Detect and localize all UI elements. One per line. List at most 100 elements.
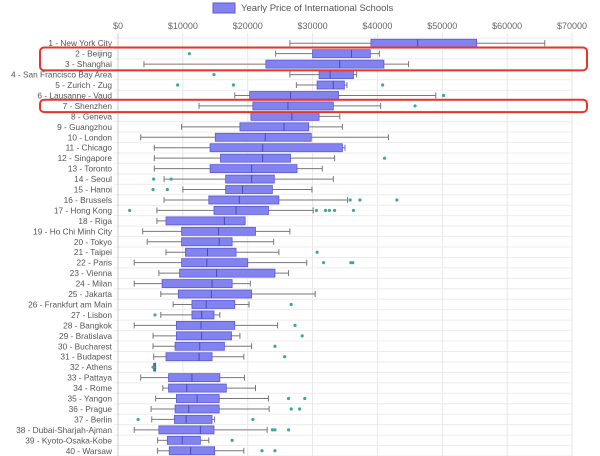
x-tick-label: $40000 — [362, 21, 392, 31]
outlier-point — [351, 261, 355, 265]
outlier-point — [128, 208, 132, 213]
box-32-athens — [151, 362, 157, 372]
outlier-point — [298, 407, 302, 411]
iqr-box — [225, 174, 275, 184]
outlier-point — [283, 355, 287, 359]
box-11-chicago — [153, 143, 346, 153]
outlier-point — [303, 396, 307, 401]
category-label-32-athens: 32 - Athens — [70, 362, 112, 372]
category-label-3-shanghai: 3 - Shanghai — [65, 59, 112, 69]
iqr-box — [181, 258, 249, 268]
category-label-25-jakarta: 25 - Jakarta — [68, 289, 112, 299]
box-40-warsaw — [157, 446, 277, 456]
outlier-point — [152, 177, 156, 181]
box-10-london — [140, 132, 389, 142]
iqr-box — [191, 300, 236, 309]
category-label-34-rome: 34 - Rome — [73, 383, 112, 393]
iqr-box — [213, 206, 269, 215]
box-19-ho-chi-minh-city — [142, 226, 291, 236]
box-6-lausanne-vaud — [234, 91, 446, 100]
box-series — [128, 38, 546, 456]
box-26-frankfurt-am-main — [172, 300, 293, 309]
category-label-29-bratislava: 29 - Bratislava — [59, 331, 112, 341]
outlier-point — [273, 449, 277, 453]
x-axis-ticks: $0 $10000 $20000 $30000 $40000 $50000 $60000 $7… — [113, 21, 587, 31]
iqr-box — [174, 415, 213, 424]
x-tick-label: $60000 — [492, 21, 522, 31]
iqr-box — [181, 237, 233, 247]
category-label-4-san-francisco-bay-area: 4 - San Francisco Bay Area — [11, 70, 112, 80]
iqr-box — [168, 446, 216, 456]
x-tick-label: $30000 — [298, 21, 328, 31]
legend[interactable]: Yearly Price of International Schools — [212, 2, 394, 14]
box-35-yangon — [155, 394, 307, 403]
box-3-shanghai — [143, 59, 410, 69]
category-label-28-bangkok: 28 - Bangkok — [63, 320, 113, 330]
iqr-box — [318, 70, 354, 79]
category-label-23-vienna: 23 - Vienna — [70, 268, 113, 278]
box-33-pattaya — [140, 373, 245, 383]
iqr-box — [225, 185, 273, 194]
outlier-point — [230, 438, 234, 442]
iqr-box — [168, 383, 227, 393]
iqr-box — [165, 352, 213, 362]
outlier-point — [212, 72, 216, 77]
outlier-point — [286, 396, 291, 401]
outlier-point — [273, 344, 277, 348]
category-label-12-singapore: 12 - Singapore — [58, 153, 113, 163]
iqr-box — [158, 425, 215, 435]
iqr-box — [316, 80, 345, 90]
category-label-7-shenzhen: 7 - Shenzhen — [63, 101, 113, 111]
x-tick-label: $0 — [113, 21, 123, 31]
iqr-box — [208, 195, 280, 205]
outlier-point — [382, 156, 387, 160]
outlier-point — [321, 261, 326, 265]
x-tick-label: $50000 — [427, 21, 457, 31]
iqr-box — [214, 132, 312, 142]
box-25-jakarta — [160, 289, 316, 299]
category-label-24-milan: 24 - Milan — [76, 279, 113, 289]
box-17-hong-kong — [128, 206, 356, 215]
outlier-point — [136, 417, 140, 422]
category-label-5-zurich-zug: 5 - Zurich - Zug — [55, 80, 112, 90]
category-label-16-brussels: 16 - Brussels — [64, 195, 112, 205]
box-23-vienna — [158, 268, 290, 278]
highlight-markers — [39, 46, 588, 114]
outlier-point — [286, 428, 291, 432]
category-label-38-dubai-sharjah-ajman: 38 - Dubai-Sharjah-Ajman — [16, 425, 112, 435]
outlier-point — [441, 93, 446, 98]
category-label-21-taipei: 21 - Taipei — [74, 247, 112, 257]
category-label-37-berlin: 37 - Berlin — [74, 414, 112, 424]
iqr-box — [175, 331, 232, 341]
outlier-point — [176, 83, 180, 87]
box-18-riga — [156, 216, 246, 226]
outlier-point — [273, 428, 277, 432]
highlight-box-7-shenzhen — [39, 98, 588, 114]
category-label-17-hong-kong: 17 - Hong Kong — [54, 205, 113, 215]
iqr-box — [166, 435, 201, 445]
iqr-box — [220, 153, 291, 163]
outlier-point — [165, 187, 169, 192]
iqr-box — [250, 111, 320, 121]
box-8-geneva — [250, 111, 341, 121]
outlier-point — [270, 428, 274, 432]
outlier-point — [351, 208, 356, 213]
category-label-13-toronto: 13 - Toronto — [68, 164, 113, 174]
box-30-bucharest — [152, 341, 277, 351]
box-7-shenzhen — [198, 101, 417, 111]
iqr-box — [312, 49, 371, 59]
box-27-lisbon — [153, 310, 221, 320]
iqr-box — [174, 404, 220, 414]
outlier-point — [413, 104, 417, 108]
box-38-dubai-sharjah-ajman — [133, 425, 291, 435]
category-label-11-chicago: 11 - Chicago — [66, 143, 113, 153]
box-28-bangkok — [133, 320, 297, 330]
box-16-brussels — [163, 195, 399, 205]
iqr-box — [175, 394, 220, 403]
iqr-box — [265, 59, 385, 69]
iqr-box — [209, 143, 343, 153]
outlier-point — [251, 417, 255, 422]
category-label-20-tokyo: 20 - Tokyo — [74, 237, 113, 247]
category-label-19-ho-chi-minh-city: 19 - Ho Chi Minh City — [33, 226, 113, 236]
category-label-10-london: 10 - London — [68, 132, 113, 142]
